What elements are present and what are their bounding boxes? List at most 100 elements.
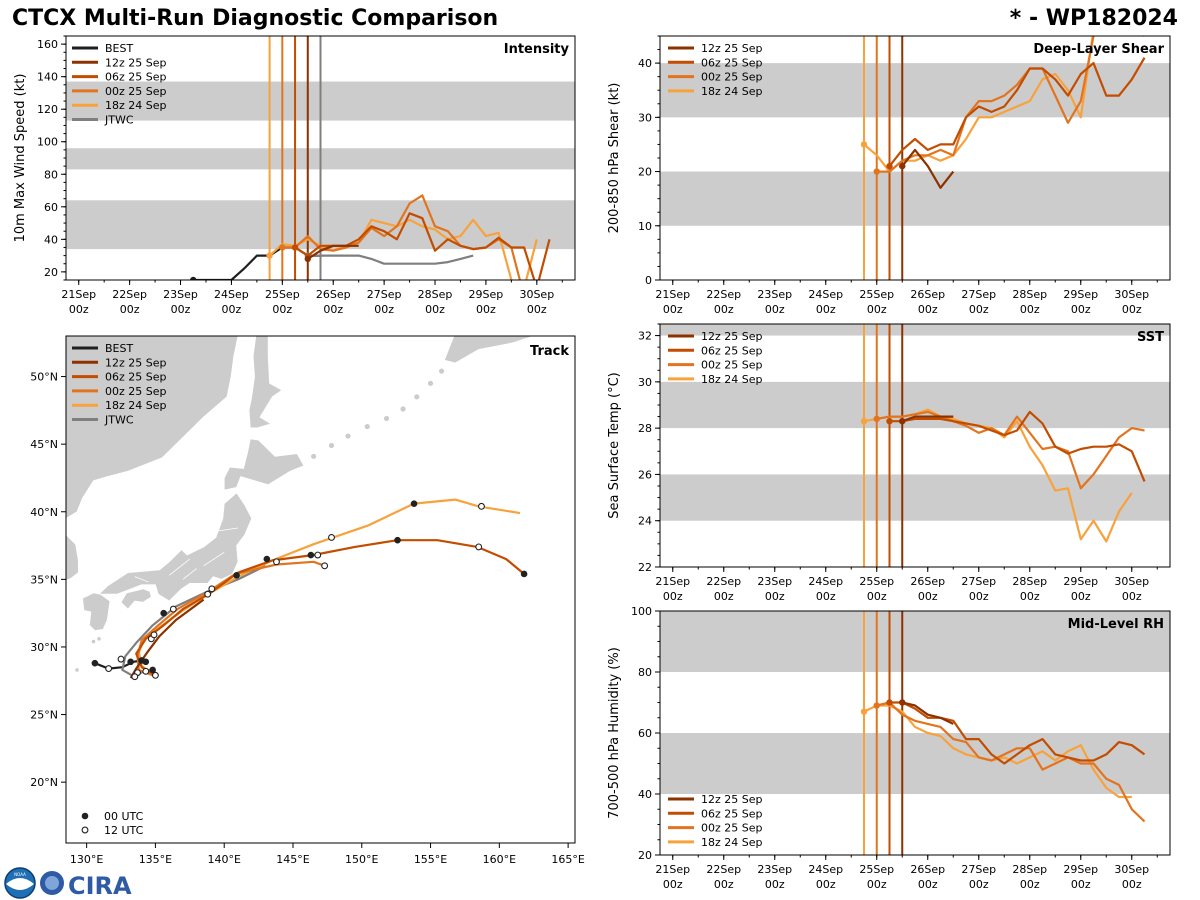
legend-label: 00 UTC xyxy=(104,810,144,823)
track-marker-12utc xyxy=(131,673,139,681)
land-kuril-island xyxy=(328,442,335,449)
y-tick-label: 32 xyxy=(638,330,652,343)
series-line-12z-25-sep xyxy=(902,701,954,725)
rh-panel: 20 40 60 80 100 21Sep 00z 22Sep 00z 23Sep 00z 24Sep… xyxy=(607,605,1171,891)
track-marker-00utc xyxy=(160,609,167,617)
series-line-06z-25-sep xyxy=(888,57,1146,167)
x-tick-label: 00z xyxy=(171,303,191,316)
track-marker-12utc xyxy=(208,585,216,593)
y-tick-label: 40 xyxy=(638,57,652,70)
x-tick-label: 22Sep xyxy=(706,863,741,876)
land-honshu xyxy=(98,492,253,602)
series-start-point xyxy=(291,244,299,251)
track-line-06z-25-sep xyxy=(135,539,525,677)
x-tick-label: 00z xyxy=(527,303,547,316)
y-tick-label: 20 xyxy=(638,849,652,862)
land-island xyxy=(91,639,96,644)
threshold-band xyxy=(660,611,1170,672)
threshold-band xyxy=(660,171,1170,226)
svg-text:NOAA: NOAA xyxy=(14,872,26,877)
track-marker-12utc xyxy=(475,543,483,551)
x-tick-label: 00z xyxy=(663,303,683,316)
legend-marker-12utc xyxy=(81,826,89,834)
y-tick-label: 24 xyxy=(638,515,652,528)
y-axis-label: Sea Surface Temp (°C) xyxy=(607,372,622,519)
y-tick-label: 40 xyxy=(44,233,58,246)
x-tick-label: 22Sep xyxy=(706,575,741,588)
series-line-00z-25-sep xyxy=(876,701,1146,823)
track-marker-12utc xyxy=(105,665,113,673)
noaa-logo: NOAA xyxy=(4,867,36,899)
intensity-panel: 20 40 60 80 100 120 140 160 21Sep 00z 22Sep 00z 23Se… xyxy=(13,35,576,316)
x-tick-label: 00z xyxy=(1122,878,1142,891)
y-tick-label: 20°N xyxy=(30,776,58,789)
land-kuril-island xyxy=(311,453,317,459)
series-start-point xyxy=(899,418,906,425)
x-tick-label: 26Sep xyxy=(316,288,351,301)
legend-label: 06z 25 Sep xyxy=(105,71,167,84)
legend-label: 18z 24 Sep xyxy=(105,99,167,112)
x-tick-label: 00z xyxy=(1122,303,1142,316)
y-axis-label: 10m Max Wind Speed (kt) xyxy=(13,74,28,243)
x-tick-label: 27Sep xyxy=(961,575,996,588)
x-tick-label: 21Sep xyxy=(655,575,690,588)
legend-label: 00z 25 Sep xyxy=(105,385,167,398)
plot-frame xyxy=(65,335,576,844)
x-tick-label: 150°E xyxy=(345,853,378,866)
y-tick-label: 35°N xyxy=(30,573,58,586)
x-tick-label: 29Sep xyxy=(1063,863,1098,876)
land-korea xyxy=(66,534,79,582)
y-tick-label: 100 xyxy=(631,605,652,618)
series-start-point xyxy=(279,244,286,251)
x-tick-label: 28Sep xyxy=(1012,288,1047,301)
storm-id: * - WP182024 xyxy=(1009,6,1178,31)
x-tick-label: 00z xyxy=(663,878,683,891)
track-marker-00utc xyxy=(307,551,315,559)
x-tick-label: 29Sep xyxy=(1063,575,1098,588)
track-marker-00utc xyxy=(91,659,99,667)
x-tick-label: 25Sep xyxy=(859,288,894,301)
x-tick-label: 23Sep xyxy=(163,288,198,301)
x-tick-label: 21Sep xyxy=(655,863,690,876)
y-tick-label: 20 xyxy=(44,266,58,279)
legend-label: 06z 25 Sep xyxy=(701,344,763,357)
x-tick-label: 00z xyxy=(374,303,394,316)
track-marker-12utc xyxy=(314,551,322,559)
panel-title: SST xyxy=(1137,330,1164,345)
x-tick-label: 23Sep xyxy=(757,575,792,588)
track-line-18z-24-sep xyxy=(137,498,521,675)
series-group xyxy=(190,194,551,280)
track-marker-00utc xyxy=(233,572,240,579)
x-tick-label: 00z xyxy=(1071,878,1091,891)
legend-label: 06z 25 Sep xyxy=(105,371,167,384)
x-tick-label: 00z xyxy=(1071,590,1091,603)
series-line-12z-25-sep xyxy=(901,415,954,423)
x-tick-label: 00z xyxy=(816,303,836,316)
series-line-jtwc xyxy=(307,254,474,265)
series-start-point xyxy=(886,162,893,170)
x-tick-label: 00z xyxy=(969,303,989,316)
legend-label: 12z 25 Sep xyxy=(105,56,167,69)
x-tick-label: 30Sep xyxy=(1114,288,1149,301)
x-tick-label: 22Sep xyxy=(706,288,741,301)
y-tick-label: 30 xyxy=(638,111,652,124)
x-tick-label: 00z xyxy=(816,590,836,603)
series-start-point xyxy=(873,702,880,709)
track-marker-00utc xyxy=(263,555,271,563)
x-tick-label: 26Sep xyxy=(910,575,945,588)
plot-frame xyxy=(659,323,1171,568)
series-start-point xyxy=(190,276,197,280)
x-tick-label: 00z xyxy=(918,590,938,603)
track-marker-12utc xyxy=(151,671,159,679)
y-axis-label: 200-850 hPa Shear (kt) xyxy=(607,83,622,234)
track-marker-00utc xyxy=(394,536,401,544)
x-tick-label: 00z xyxy=(323,303,343,316)
series-group xyxy=(860,408,1146,543)
y-tick-label: 80 xyxy=(44,168,58,181)
y-axis-label: 700-500 hPa Humidity (%) xyxy=(607,647,622,819)
series-start-point xyxy=(899,699,906,706)
track-marker-12utc xyxy=(321,562,329,570)
panel-title: Intensity xyxy=(504,42,570,57)
land-kuril-island xyxy=(345,433,351,439)
